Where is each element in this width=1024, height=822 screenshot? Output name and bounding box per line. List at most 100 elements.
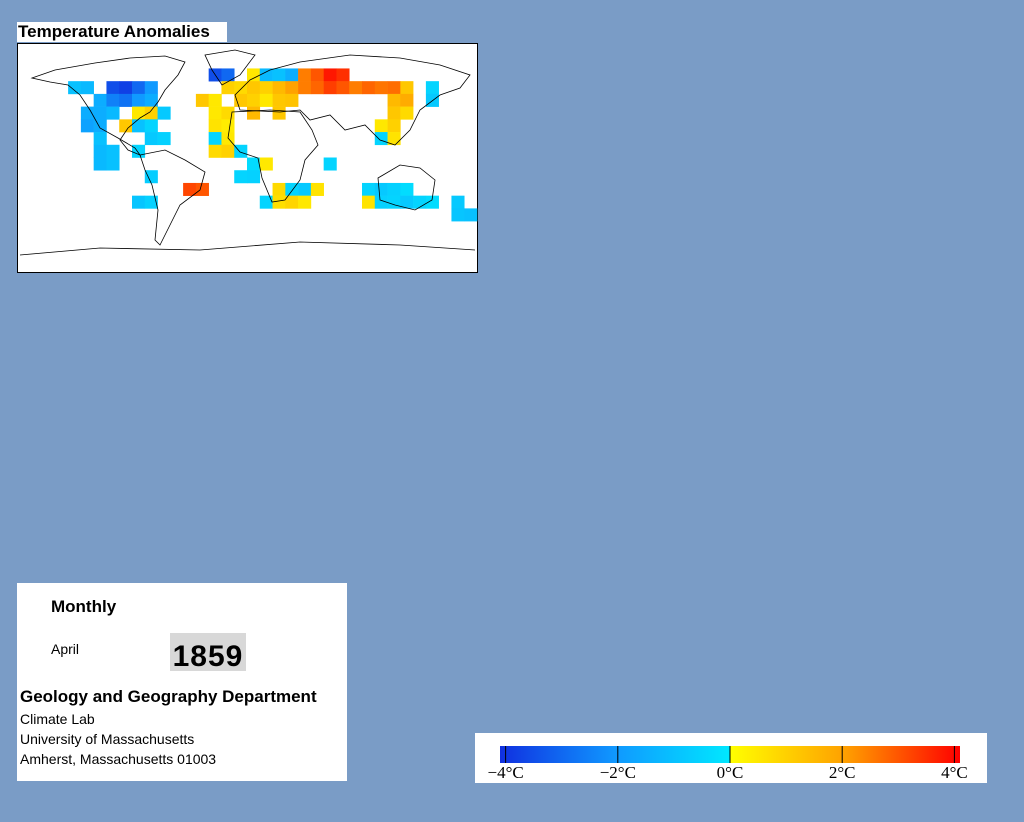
anomaly-cell	[387, 182, 401, 196]
anomaly-cell	[400, 182, 414, 196]
anomaly-cell	[234, 144, 248, 158]
anomaly-cell	[272, 195, 286, 209]
anomaly-cell	[413, 195, 427, 209]
anomaly-cell	[132, 81, 146, 95]
anomaly-cell	[234, 170, 248, 184]
colorbar-tick-label: −2°C	[600, 763, 636, 782]
anomaly-cell	[323, 68, 337, 82]
anomaly-cell	[362, 195, 376, 209]
anomaly-cell	[374, 81, 388, 95]
anomaly-cell	[323, 157, 337, 171]
anomaly-cell	[387, 106, 401, 120]
anomaly-cell	[310, 81, 324, 95]
anomaly-cell	[349, 81, 363, 95]
anomaly-cell	[132, 144, 146, 158]
anomaly-cell	[68, 81, 82, 95]
anomaly-cell	[400, 81, 414, 95]
anomaly-cell	[272, 106, 286, 120]
anomaly-cell	[387, 195, 401, 209]
anomaly-cell	[144, 106, 158, 120]
colorbar-tick-label: 2°C	[829, 763, 856, 782]
anomaly-cell	[144, 119, 158, 133]
anomaly-cell	[106, 81, 120, 95]
map	[17, 43, 478, 273]
anomaly-cell	[298, 68, 312, 82]
anomaly-cell	[208, 119, 222, 133]
colorbar-tick-label: 0°C	[717, 763, 744, 782]
anomaly-cell	[298, 182, 312, 196]
anomaly-cell	[374, 195, 388, 209]
anomaly-cell	[285, 81, 299, 95]
anomaly-cell	[259, 68, 273, 82]
anomaly-cell	[144, 93, 158, 107]
anomaly-cell	[144, 81, 158, 95]
anomaly-cell	[336, 81, 350, 95]
anomaly-cell	[195, 93, 209, 107]
anomaly-cell	[425, 195, 439, 209]
anomaly-cell	[157, 132, 171, 146]
anomaly-cell	[106, 144, 120, 158]
anomaly-cell	[221, 106, 235, 120]
anomaly-cell	[157, 106, 171, 120]
anomaly-cell	[259, 157, 273, 171]
colorbar-tick-label: 4°C	[941, 763, 968, 782]
anomaly-cell	[298, 81, 312, 95]
anomaly-cell	[119, 119, 133, 133]
anomaly-cell	[285, 93, 299, 107]
anomaly-cell	[272, 93, 286, 107]
info-panel: Monthly April 1859 Geology and Geography…	[17, 583, 347, 781]
anomaly-cell	[247, 81, 261, 95]
anomaly-cell	[93, 132, 107, 146]
anomaly-cell	[80, 119, 94, 133]
anomaly-cell	[93, 157, 107, 171]
anomaly-cell	[247, 157, 261, 171]
anomaly-cell	[132, 106, 146, 120]
anomaly-cell	[374, 132, 388, 146]
anomaly-cell	[208, 93, 222, 107]
anomaly-cell	[336, 68, 350, 82]
anomaly-cell	[387, 93, 401, 107]
anomaly-cell	[208, 144, 222, 158]
address-line: University of Massachusetts	[20, 731, 195, 747]
anomaly-cell	[132, 93, 146, 107]
anomaly-cell	[387, 119, 401, 133]
colorbar-tick-label: −4°C	[487, 763, 523, 782]
anomaly-cell	[144, 195, 158, 209]
anomaly-cell	[221, 144, 235, 158]
anomaly-cell	[259, 81, 273, 95]
anomaly-cell	[400, 93, 414, 107]
coast	[227, 109, 319, 203]
anomaly-cell	[400, 195, 414, 209]
anomaly-cell	[208, 106, 222, 120]
anomaly-cell	[247, 170, 261, 184]
anomaly-cell	[93, 144, 107, 158]
anomaly-cell	[221, 68, 235, 82]
anomaly-cell	[247, 93, 261, 107]
anomaly-cell	[144, 132, 158, 146]
anomaly-cell	[144, 170, 158, 184]
anomaly-cell	[310, 68, 324, 82]
anomaly-cell	[362, 81, 376, 95]
coast	[234, 54, 471, 146]
anomaly-cell	[374, 182, 388, 196]
map-title: Temperature Anomalies	[17, 22, 227, 42]
anomaly-cell	[119, 93, 133, 107]
anomaly-cell	[272, 68, 286, 82]
coast	[377, 164, 436, 211]
coastlines	[19, 49, 476, 256]
anomaly-cell	[93, 106, 107, 120]
anomaly-cell	[195, 182, 209, 196]
anomaly-cell	[464, 208, 478, 222]
anomaly-cell	[272, 81, 286, 95]
address-line: Climate Lab	[20, 711, 95, 727]
coast	[139, 149, 206, 246]
anomaly-cell	[132, 195, 146, 209]
anomaly-cell	[80, 106, 94, 120]
address-line: Amherst, Massachusetts 01003	[20, 751, 217, 767]
colorbar: −4°C −2°C 0°C 2°C 4°C	[475, 733, 987, 783]
anomaly-cell	[400, 106, 414, 120]
anomaly-cell	[234, 93, 248, 107]
coast	[30, 55, 186, 156]
anomaly-cell	[323, 81, 337, 95]
